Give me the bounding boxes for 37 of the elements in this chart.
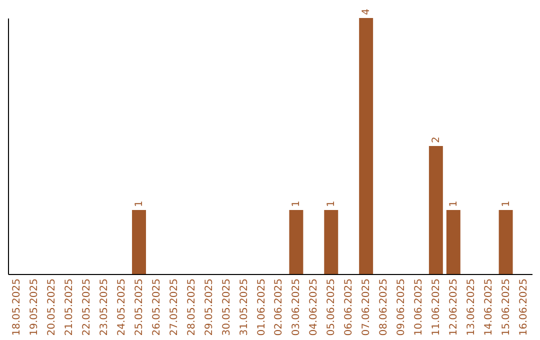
x-tick-label: 08.06.2025 [378,278,390,336]
x-tick-label: 18.05.2025 [12,278,23,336]
x-tick-label: 19.05.2025 [29,278,40,336]
x-tick-label: 15.06.2025 [500,278,512,336]
x-tick-label: 21.05.2025 [64,278,76,336]
data-label: 1 [134,200,145,207]
data-label: 1 [291,200,302,207]
x-tick-label: 30.05.2025 [221,278,232,336]
data-label: 4 [361,8,372,15]
x-tick-label: 22.05.2025 [82,278,93,336]
data-label: 1 [326,200,338,207]
x-tick-label: 29.05.2025 [204,278,215,336]
x-tick-label: 06.06.2025 [344,278,355,336]
data-label: 1 [500,200,512,207]
x-tick-label: 24.05.2025 [116,278,128,336]
x-tick-label: 26.05.2025 [151,278,162,336]
x-tick-label: 11.06.2025 [430,278,442,336]
data-label: 2 [430,136,442,143]
x-tick-label: 04.06.2025 [308,278,320,336]
x-tick-label: 27.05.2025 [168,278,180,336]
x-tick-label: 25.05.2025 [134,278,145,336]
x-tick-label: 03.06.2025 [291,278,302,336]
data-label: 1 [448,200,460,207]
x-tick-label: 07.06.2025 [361,278,372,336]
x-tick-label: 13.06.2025 [466,278,477,336]
x-tick-label: 28.05.2025 [186,278,198,336]
x-tick-label: 16.06.2025 [518,278,530,336]
x-tick-label: 23.05.2025 [99,278,110,336]
x-tick-label: 14.06.2025 [483,278,494,336]
x-tick-label: 02.06.2025 [274,278,285,336]
x-tick-label: 09.06.2025 [396,278,407,336]
x-tick-label: 12.06.2025 [448,278,460,336]
x-tick-label: 05.06.2025 [326,278,338,336]
x-tick-label: 20.05.2025 [46,278,58,336]
x-tick-label: 01.06.2025 [256,278,268,336]
x-tick-label: 31.05.2025 [238,278,250,336]
x-tick-label: 10.06.2025 [413,278,424,336]
